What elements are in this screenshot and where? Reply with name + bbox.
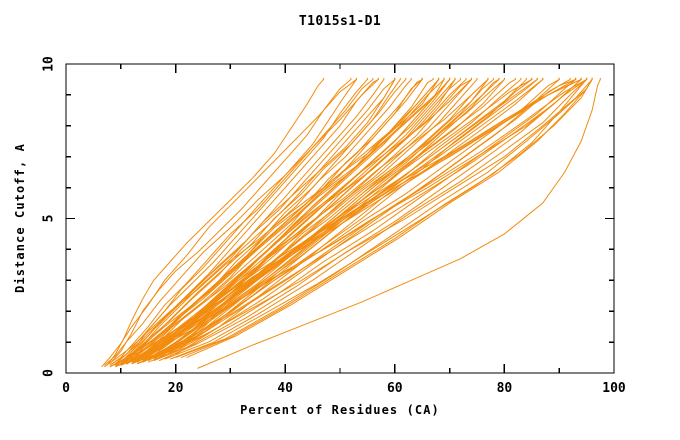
data-curve <box>115 77 357 366</box>
data-curve <box>109 77 352 365</box>
data-curve <box>153 77 478 358</box>
data-curve <box>197 77 601 369</box>
data-curve <box>164 77 588 360</box>
data-curve <box>125 77 396 363</box>
data-curve <box>109 77 374 366</box>
data-curve <box>104 77 379 366</box>
x-tick-label: 100 <box>602 381 626 396</box>
x-tick-label: 20 <box>168 381 184 396</box>
y-axis-label: Distance Cutoff, A <box>13 143 27 293</box>
x-axis-label: Percent of Residues (CA) <box>240 403 440 417</box>
data-curve <box>115 77 396 366</box>
y-tick-label: 5 <box>42 215 57 223</box>
data-curve <box>153 77 577 362</box>
data-curves-layer <box>101 77 601 369</box>
y-tick-label: 10 <box>42 56 57 72</box>
data-curve <box>101 77 357 368</box>
data-curve <box>115 77 588 368</box>
data-curve <box>126 77 577 365</box>
axis-ticks <box>65 63 615 374</box>
y-tick-label: 0 <box>42 369 57 377</box>
x-tick-label: 40 <box>277 381 293 396</box>
data-curve <box>120 77 588 366</box>
data-curve <box>120 77 582 365</box>
data-curve <box>137 77 593 365</box>
data-curve <box>115 77 445 366</box>
data-curve <box>125 77 423 365</box>
data-curve <box>131 77 434 363</box>
x-tick-label: 80 <box>497 381 513 396</box>
data-curve <box>104 77 440 368</box>
axis-tick-labels: 0 20 40 60 80 100 0 5 10 <box>42 56 626 396</box>
data-curve <box>120 77 385 365</box>
data-curve <box>106 77 325 366</box>
data-curve <box>131 77 456 365</box>
data-curve <box>120 77 473 365</box>
x-tick-label: 0 <box>62 381 70 396</box>
data-curve <box>109 77 440 368</box>
page-title: T1015s1-D1 <box>298 14 382 29</box>
data-curve <box>109 77 396 366</box>
data-curve <box>180 77 588 359</box>
x-tick-label: 60 <box>387 381 403 396</box>
